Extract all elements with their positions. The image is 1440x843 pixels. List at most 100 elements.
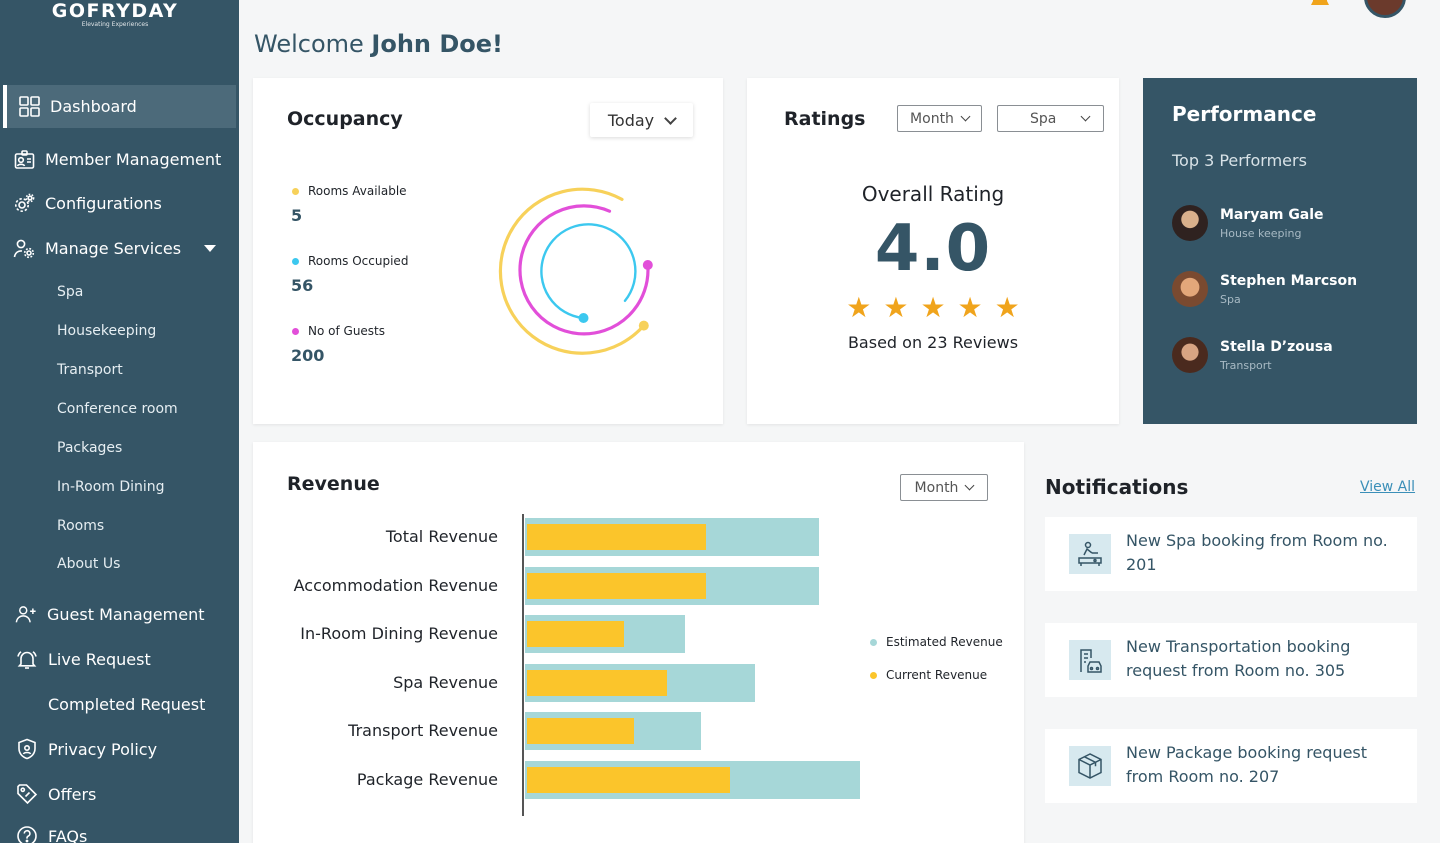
welcome-prefix: Welcome — [254, 30, 364, 58]
user-settings-icon — [13, 237, 35, 259]
sidebar-item-label: Guest Management — [47, 604, 205, 624]
bar-category-label: In-Room Dining Revenue — [300, 624, 498, 643]
legend-current-revenue: Current Revenue — [870, 668, 987, 682]
question-icon — [16, 825, 38, 843]
notification-text: New Package booking request from Room no… — [1126, 743, 1368, 786]
sidebar-item-label: Offers — [48, 784, 97, 804]
revenue-title: Revenue — [287, 473, 380, 495]
sidebar-item-label: Live Request — [48, 649, 151, 669]
occupancy-title: Occupancy — [287, 108, 403, 130]
sidebar-subitem-spa[interactable]: Spa — [57, 284, 84, 300]
sidebar-item-faqs[interactable]: FAQs — [0, 825, 239, 843]
sidebar-subitem-packages[interactable]: Packages — [57, 440, 123, 456]
bar-category-label: Accommodation Revenue — [293, 575, 498, 595]
guests-label: No of Guests — [292, 324, 385, 338]
view-all-link[interactable]: View All — [1360, 479, 1416, 495]
rooms-available-ring — [498, 187, 646, 355]
performer-item[interactable]: Maryam Gale House keeping — [1172, 205, 1324, 241]
performer-item[interactable]: Stella D’zousa Transport — [1172, 337, 1333, 373]
avatar — [1172, 337, 1208, 373]
guests-end-dot — [642, 260, 653, 270]
sidebar-subitem-rooms[interactable]: Rooms — [57, 518, 105, 534]
bar-category-label: Package Revenue — [356, 769, 498, 789]
sidebar-item-completed-request[interactable]: Completed Request — [0, 693, 239, 715]
sidebar-item-label: Dashboard — [50, 97, 137, 116]
bar-current-revenue[interactable] — [527, 718, 634, 744]
ratings-period-select[interactable]: Month — [897, 105, 982, 132]
welcome-heading: Welcome John Doe! — [254, 30, 503, 58]
rooms-occupied-label: Rooms Occupied — [292, 254, 408, 268]
legend-label: Current Revenue — [886, 668, 988, 682]
performer-role: House keeping — [1220, 226, 1302, 240]
app-tagline: Elevating Experiences — [81, 21, 149, 28]
ratings-service-select[interactable]: Spa — [997, 105, 1104, 132]
user-avatar[interactable] — [1364, 0, 1406, 18]
sidebar-subitem-transport[interactable]: Transport — [57, 362, 123, 378]
sidebar-item-configurations[interactable]: Configurations — [0, 192, 239, 214]
sidebar-item-member-management[interactable]: Member Management — [0, 148, 239, 170]
legend-dot — [292, 327, 299, 335]
sidebar-subitem-conference-room[interactable]: Conference room — [57, 401, 178, 417]
sidebar-item-guest-management[interactable]: Guest Management — [0, 603, 239, 625]
avatar — [1172, 205, 1208, 241]
sidebar-item-live-request[interactable]: Live Request — [0, 648, 239, 670]
shield-icon — [16, 738, 38, 760]
guests-text: No of Guests — [308, 324, 386, 338]
notification-item[interactable]: New Spa booking from Room no. 201 — [1045, 517, 1417, 591]
user-add-icon — [15, 603, 37, 625]
sidebar-subitem-about-us[interactable]: About Us — [57, 556, 121, 572]
spa-icon — [1069, 534, 1111, 574]
legend-label: Estimated Revenue — [886, 635, 1003, 649]
legend-dot — [292, 257, 299, 265]
occupancy-radial-chart — [498, 187, 653, 355]
revenue-period-select[interactable]: Month — [900, 474, 988, 501]
bar-category-label: Total Revenue — [385, 527, 498, 546]
revenue-period-value: Month — [914, 479, 959, 496]
ratings-service-value: Spa — [1030, 110, 1057, 127]
rooms-occupied-ring — [540, 223, 637, 320]
tag-icon — [16, 783, 38, 805]
performer-name: Stephen Marcson — [1220, 272, 1358, 289]
performer-item[interactable]: Stephen Marcson Spa — [1172, 271, 1357, 307]
sidebar-item-dashboard[interactable]: Dashboard — [3, 85, 236, 128]
performance-title: Performance — [1172, 102, 1317, 126]
occupancy-period-select[interactable]: Today — [590, 103, 693, 137]
chevron-down-icon[interactable] — [204, 244, 217, 252]
app-logo[interactable]: GOFRYDAY Elevating Experiences — [44, 0, 186, 28]
notification-text: New Transportation booking request from … — [1126, 637, 1351, 680]
bar-current-revenue[interactable] — [527, 524, 706, 550]
sidebar-item-label: Manage Services — [45, 238, 182, 258]
welcome-user-name: John Doe! — [371, 30, 503, 58]
ratings-period-value: Month — [910, 110, 954, 127]
avatar — [1172, 271, 1208, 307]
occupancy-card: Occupancy Today Rooms Available 5 Rooms … — [253, 78, 723, 424]
rooms-occupied-end-dot — [578, 313, 589, 323]
notification-item[interactable]: New Transportation booking request from … — [1045, 623, 1417, 697]
sidebar-item-label: Configurations — [45, 193, 162, 213]
sidebar-item-label: Completed Request — [48, 694, 206, 714]
notification-item[interactable]: New Package booking request from Room no… — [1045, 729, 1417, 803]
notifications-bell-icon[interactable] — [1310, 0, 1330, 6]
sidebar-item-offers[interactable]: Offers — [0, 783, 239, 805]
legend-dot — [870, 638, 877, 646]
sidebar-subitem-in-room-dining[interactable]: In-Room Dining — [57, 479, 165, 495]
reviews-count: Based on 23 Reviews — [847, 333, 1019, 352]
overall-rating-value: 4.0 — [874, 212, 992, 286]
sidebar-subitem-housekeeping[interactable]: Housekeeping — [57, 323, 157, 339]
chevron-down-icon — [1080, 111, 1091, 122]
performer-name: Maryam Gale — [1220, 206, 1324, 223]
bar-current-revenue[interactable] — [527, 669, 667, 696]
performer-name: Stella D’zousa — [1220, 338, 1333, 355]
rooms-occupied-text: Rooms Occupied — [308, 254, 409, 268]
performer-role: Transport — [1220, 358, 1272, 372]
bar-current-revenue[interactable] — [527, 621, 624, 647]
ratings-title: Ratings — [784, 108, 866, 130]
bar-current-revenue[interactable] — [527, 766, 730, 793]
chevron-down-icon — [664, 111, 678, 125]
bar-current-revenue[interactable] — [527, 572, 706, 599]
gears-icon — [13, 192, 35, 214]
sidebar-item-privacy-policy[interactable]: Privacy Policy — [0, 738, 239, 760]
chart-axis — [522, 514, 524, 816]
sidebar-item-manage-services[interactable]: Manage Services — [0, 237, 239, 259]
performance-subtitle: Top 3 Performers — [1172, 151, 1307, 170]
